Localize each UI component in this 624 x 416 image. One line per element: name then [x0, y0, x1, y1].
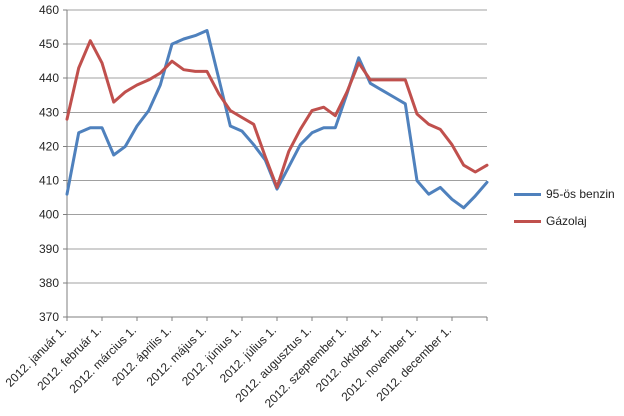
series-line-95-s-benzin — [65, 29, 489, 210]
y-axis-label: 370 — [39, 310, 59, 324]
y-axis-label: 440 — [39, 71, 59, 85]
y-axis-label: 430 — [39, 105, 59, 119]
gazolaj-legend-label: Gázolaj — [546, 214, 587, 228]
legend-item-benzin: 95-ös benzin — [514, 186, 615, 202]
legend-item-gazolaj: Gázolaj — [514, 213, 615, 229]
series-line-g-zolaj — [65, 39, 489, 189]
y-axis-label: 410 — [39, 174, 59, 188]
benzin-legend-line — [514, 192, 541, 196]
chart-legend: 95-ös benzin Gázolaj — [514, 186, 615, 229]
y-axis-label: 450 — [39, 37, 59, 51]
x-axis-label: 2012. január 1. — [3, 323, 70, 390]
y-axis-label: 400 — [39, 208, 59, 222]
gazolaj-legend-line — [514, 219, 541, 223]
y-axis-label: 380 — [39, 276, 59, 290]
y-axis-label: 460 — [39, 3, 59, 17]
benzin-legend-label: 95-ös benzin — [546, 187, 615, 201]
y-axis-label: 390 — [39, 242, 59, 256]
y-axis-label: 420 — [39, 139, 59, 153]
